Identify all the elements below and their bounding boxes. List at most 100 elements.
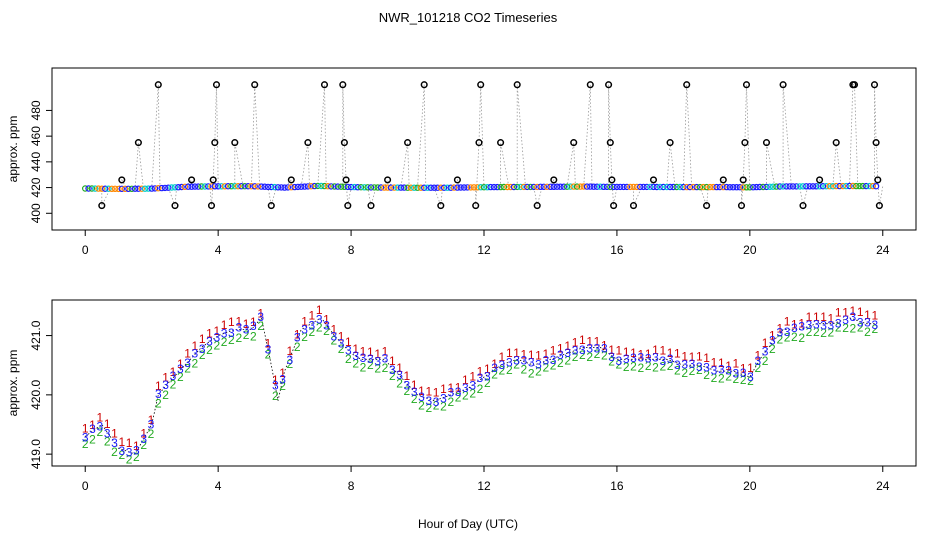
top-spike-point (437, 202, 445, 210)
top-baseline-point (660, 183, 667, 191)
series-2-point: 2 (557, 356, 564, 370)
top-spike-point (212, 81, 221, 89)
top-baseline-point (381, 184, 388, 191)
top-baseline-point (387, 184, 395, 191)
top-baseline-point (826, 182, 833, 190)
series-3-point: 3 (718, 362, 725, 376)
series-2-point: 2 (382, 361, 389, 375)
series-1-point: 1 (374, 347, 381, 361)
top-baseline-point (95, 185, 102, 192)
series-3-point: 3 (623, 352, 630, 366)
series-3-point: 3 (374, 355, 381, 369)
series-2-point: 2 (703, 368, 710, 382)
top-baseline-point (753, 183, 760, 191)
top-baseline-point (131, 185, 139, 192)
series-1-point: 1 (447, 381, 454, 395)
series-1-point: 1 (389, 354, 396, 368)
series-1-point: 1 (338, 330, 345, 344)
series-3-point: 3 (586, 341, 593, 355)
series-3-point: 3 (711, 364, 718, 378)
top-baseline-point (859, 182, 867, 190)
series-2-point: 2 (345, 352, 352, 366)
series-2-point: 2 (528, 366, 535, 380)
top-spike-point (850, 81, 859, 89)
series-1-point: 1 (162, 371, 169, 385)
y-axis-label-bottom: approx. ppm (6, 350, 20, 417)
top-spike-point (737, 202, 746, 210)
series-3-point: 3 (645, 352, 652, 366)
series-2-point: 2 (140, 438, 147, 452)
top-spike-point (606, 139, 614, 147)
series-2-point: 2 (659, 360, 666, 374)
series-1-point: 1 (681, 350, 688, 364)
top-baseline-point (736, 183, 744, 191)
top-baseline-point (244, 182, 252, 190)
plot-frame-top (51, 67, 917, 231)
top-baseline-point (268, 183, 275, 191)
x-tick-label: 24 (876, 479, 890, 493)
top-baseline-point (331, 183, 338, 190)
top-baseline-point (85, 185, 92, 192)
top-spike-point (267, 202, 275, 210)
top-baseline-point (450, 184, 458, 191)
series-1-point: 1 (235, 314, 242, 328)
top-spike-point (420, 81, 428, 89)
top-spike-point (719, 176, 727, 184)
top-baseline-point (427, 184, 434, 191)
top-baseline-point (517, 183, 524, 191)
top-baseline-point (849, 182, 857, 190)
series-3-point: 3 (133, 444, 140, 458)
top-baseline-point (603, 183, 611, 190)
series-3-point: 3 (199, 342, 206, 356)
top-baseline-point (534, 183, 541, 191)
series-3-point: 3 (572, 343, 579, 357)
top-baseline-point (334, 183, 341, 190)
top-baseline-point (683, 183, 690, 191)
top-baseline-point (470, 184, 478, 191)
top-baseline-point (656, 183, 664, 191)
top-baseline-point (823, 182, 830, 190)
top-spike-point (605, 81, 613, 89)
top-baseline-point (776, 183, 784, 190)
series-2-point: 2 (477, 382, 484, 396)
series-3-point: 3 (806, 318, 813, 332)
series-3-point: 3 (411, 385, 418, 399)
series-3-point: 3 (506, 355, 513, 369)
series-3-point: 3 (791, 321, 798, 335)
series-1-point: 1 (469, 370, 476, 384)
series-1-point: 1 (294, 328, 301, 342)
series-3-point: 3 (418, 390, 425, 404)
top-baseline-point (168, 184, 175, 191)
top-baseline-point (308, 182, 315, 190)
top-spike-point (649, 176, 658, 184)
top-baseline-point (440, 184, 448, 191)
top-baseline-point (118, 185, 126, 192)
top-baseline-point (374, 184, 381, 191)
top-baseline-point (863, 182, 870, 190)
series-1-point: 1 (813, 310, 820, 324)
top-baseline-point (723, 183, 730, 191)
series-3-point: 3 (637, 351, 644, 365)
series-3-point: 3 (82, 431, 89, 445)
series-2-point: 2 (97, 425, 104, 439)
series-3-point: 3 (871, 318, 878, 332)
top-spike-point (608, 176, 616, 184)
series-1-point: 1 (126, 436, 133, 450)
top-spike-point (287, 176, 295, 184)
top-baseline-point (324, 182, 331, 190)
series-1-point: 1 (477, 364, 484, 378)
top-baseline-point (743, 184, 750, 191)
top-spike-point (404, 139, 412, 147)
top-spike-point (453, 176, 461, 184)
chart-title: NWR_101218 CO2 Timeseries (379, 10, 558, 25)
top-baseline-point (653, 183, 661, 191)
top-baseline-point (407, 184, 415, 191)
series-2-point: 2 (521, 363, 528, 377)
series-2-point: 2 (579, 348, 586, 362)
series-3-point: 3 (382, 351, 389, 365)
series-2-point: 2 (82, 437, 89, 451)
top-baseline-point (214, 183, 222, 190)
series-3-point: 3 (367, 352, 374, 366)
